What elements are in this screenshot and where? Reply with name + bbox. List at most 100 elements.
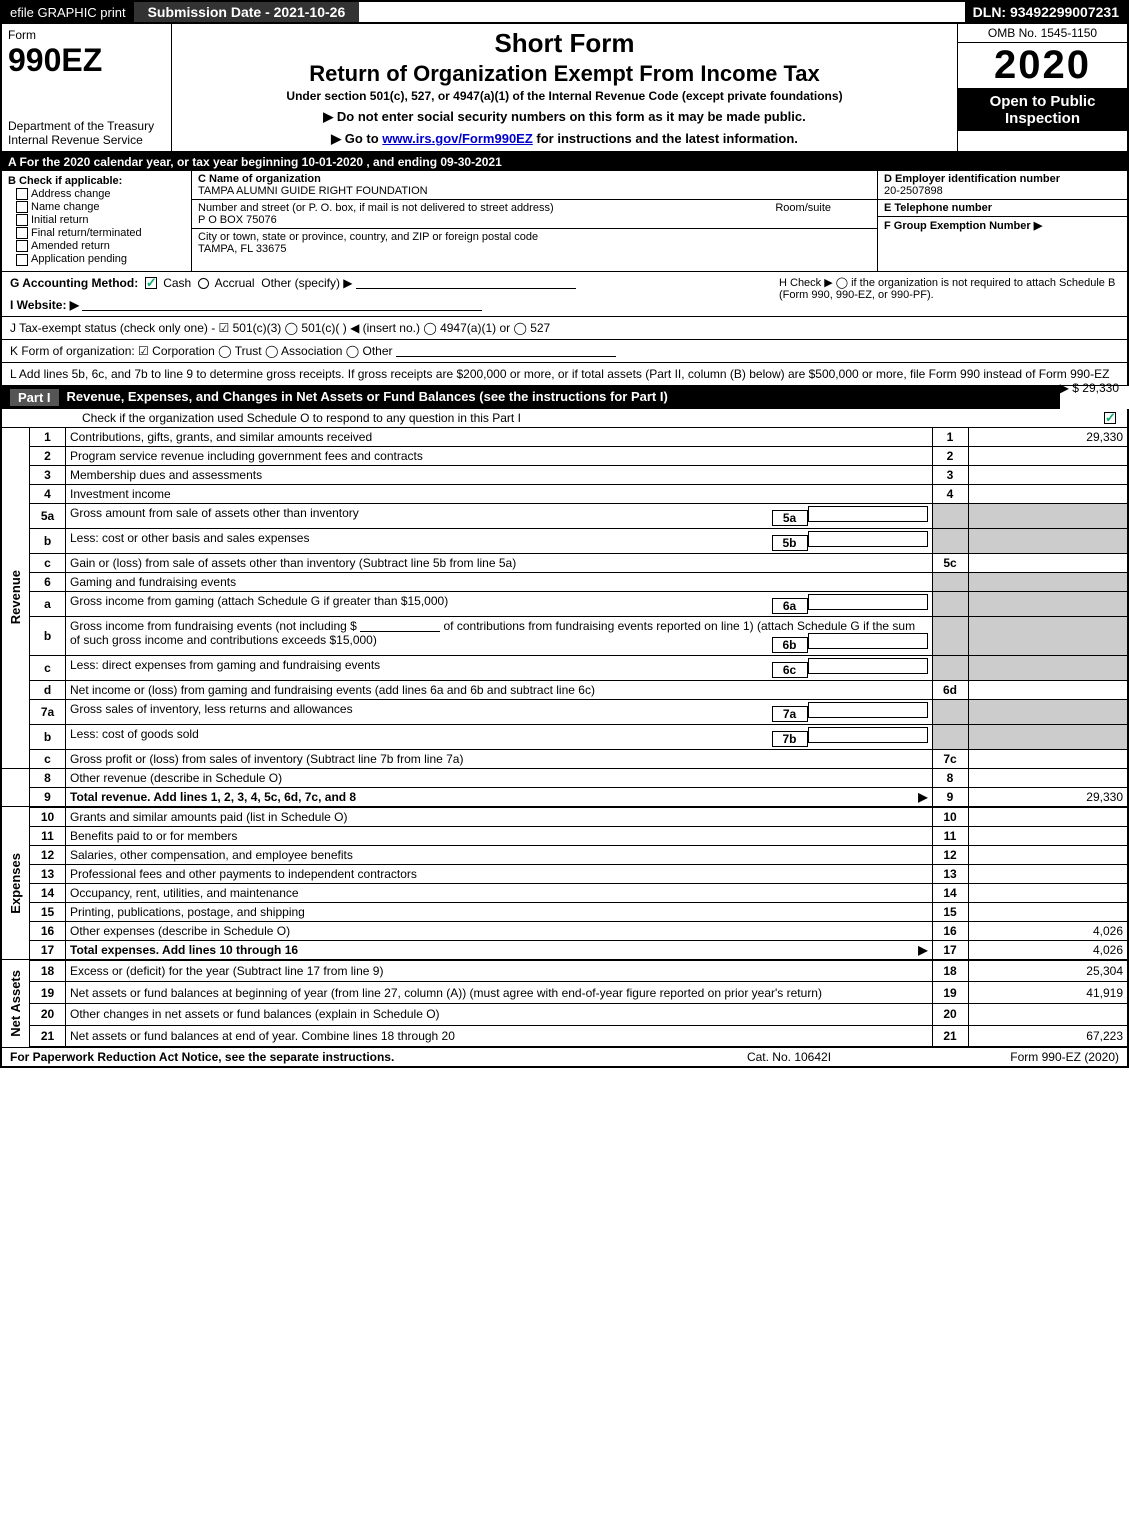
subline-value[interactable] <box>808 702 928 718</box>
subline-value[interactable] <box>808 506 928 522</box>
omb-number: OMB No. 1545-1150 <box>958 24 1127 43</box>
line-value <box>968 883 1128 902</box>
header-left: Form 990EZ Department of the Treasury In… <box>2 24 172 151</box>
line-num: 17 <box>30 940 66 960</box>
grey-cell <box>968 724 1128 749</box>
dept-treasury: Department of the Treasury <box>8 119 165 133</box>
line-num: c <box>30 553 66 572</box>
b-opt-text: Final return/terminated <box>31 227 142 239</box>
top-bar: efile GRAPHIC print Submission Date - 20… <box>0 0 1129 24</box>
b-opt-text: Amended return <box>31 240 110 252</box>
note-link-post: for instructions and the latest informat… <box>533 131 798 146</box>
line-desc: Printing, publications, postage, and shi… <box>66 902 933 921</box>
line-num: b <box>30 528 66 553</box>
line-num: 2 <box>30 446 66 465</box>
j-tax-exempt: J Tax-exempt status (check only one) - ☑… <box>0 317 1129 340</box>
checkbox-icon[interactable] <box>145 277 157 289</box>
h-schedule-b: H Check ▶ ◯ if the organization is not r… <box>779 276 1119 312</box>
header-mid: Short Form Return of Organization Exempt… <box>172 24 957 151</box>
subline-value[interactable] <box>808 658 928 674</box>
c-name-label: C Name of organization <box>198 173 871 185</box>
open-to-public: Open to Public Inspection <box>958 89 1127 131</box>
arrow-icon: ▶ <box>918 943 927 957</box>
org-name: TAMPA ALUMNI GUIDE RIGHT FOUNDATION <box>198 185 871 197</box>
line-num: 14 <box>30 883 66 902</box>
k-text: K Form of organization: ☑ Corporation ◯ … <box>10 344 393 358</box>
line-desc-text: Less: cost of goods sold <box>70 727 199 741</box>
title-short-form: Short Form <box>494 28 634 59</box>
line-ref: 21 <box>932 1025 968 1047</box>
k-other-blank[interactable] <box>396 345 616 357</box>
subline-value[interactable] <box>808 531 928 547</box>
amount-blank[interactable] <box>360 620 440 632</box>
line-num: 19 <box>30 982 66 1004</box>
header-right: OMB No. 1545-1150 2020 Open to Public In… <box>957 24 1127 151</box>
line-desc: Other changes in net assets or fund bala… <box>66 1003 933 1025</box>
part-i-label: Part I <box>10 389 59 406</box>
b-opt-initial[interactable]: Initial return <box>16 214 185 226</box>
section-b: B Check if applicable: Address change Na… <box>2 171 192 271</box>
subline-value[interactable] <box>808 594 928 610</box>
grey-cell <box>968 616 1128 655</box>
b-label: B Check if applicable: <box>8 175 185 187</box>
line-num: 12 <box>30 845 66 864</box>
line-desc: Total revenue. Add lines 1, 2, 3, 4, 5c,… <box>66 787 933 807</box>
org-address: P O BOX 75076 <box>198 214 871 226</box>
b-opt-amended[interactable]: Amended return <box>16 240 185 252</box>
line-ref: 20 <box>932 1003 968 1025</box>
line-desc: Contributions, gifts, grants, and simila… <box>66 428 933 447</box>
footer-paperwork: For Paperwork Reduction Act Notice, see … <box>10 1050 659 1064</box>
line-desc-text: Total expenses. Add lines 10 through 16 <box>70 943 298 957</box>
line-value: 67,223 <box>968 1025 1128 1047</box>
note-link: ▶ Go to www.irs.gov/Form990EZ for instru… <box>331 131 798 147</box>
radio-icon[interactable] <box>198 278 209 289</box>
line-desc: Other expenses (describe in Schedule O) <box>66 921 933 940</box>
line-ref: 17 <box>932 940 968 960</box>
dln: DLN: 93492299007231 <box>965 2 1127 22</box>
line-ref: 12 <box>932 845 968 864</box>
line-ref: 2 <box>932 446 968 465</box>
g-other-blank[interactable] <box>356 277 576 289</box>
b-opt-final[interactable]: Final return/terminated <box>16 227 185 239</box>
line-value: 4,026 <box>968 921 1128 940</box>
grey-cell <box>968 655 1128 680</box>
checkbox-icon[interactable] <box>1104 412 1116 424</box>
subline-value[interactable] <box>808 633 928 649</box>
line-desc: Membership dues and assessments <box>66 465 933 484</box>
g-accounting: G Accounting Method: Cash Accrual Other … <box>10 276 779 290</box>
line-ref: 19 <box>932 982 968 1004</box>
line-ref: 3 <box>932 465 968 484</box>
b-opt-text: Initial return <box>31 214 88 226</box>
line-num: 20 <box>30 1003 66 1025</box>
line-value <box>968 826 1128 845</box>
checkbox-icon <box>16 201 28 213</box>
line-value: 25,304 <box>968 960 1128 982</box>
g-accrual: Accrual <box>215 276 255 290</box>
inspect-line1: Open to Public <box>960 93 1125 110</box>
line-value <box>968 465 1128 484</box>
k-form-of-org: K Form of organization: ☑ Corporation ◯ … <box>0 340 1129 363</box>
website-blank[interactable] <box>82 299 482 311</box>
line-num: b <box>30 616 66 655</box>
line-num: 11 <box>30 826 66 845</box>
subline-ref: 5b <box>772 535 808 551</box>
line-desc: Net income or (loss) from gaming and fun… <box>66 680 933 699</box>
part-i-title: Revenue, Expenses, and Changes in Net As… <box>67 389 668 406</box>
line-desc: Gross sales of inventory, less returns a… <box>66 699 933 724</box>
line-value <box>968 1003 1128 1025</box>
subline-value[interactable] <box>808 727 928 743</box>
g-other: Other (specify) ▶ <box>261 276 352 290</box>
part-i-sub: Check if the organization used Schedule … <box>0 409 1129 428</box>
c-addr-label: Number and street (or P. O. box, if mail… <box>198 202 554 214</box>
efile-label: efile GRAPHIC print <box>10 5 126 20</box>
expenses-label: Expenses <box>6 845 25 922</box>
line-desc: Professional fees and other payments to … <box>66 864 933 883</box>
irs-link[interactable]: www.irs.gov/Form990EZ <box>382 131 533 146</box>
b-opt-name[interactable]: Name change <box>16 201 185 213</box>
b-opt-pending[interactable]: Application pending <box>16 253 185 265</box>
b-opt-address[interactable]: Address change <box>16 188 185 200</box>
f-group-label: F Group Exemption Number ▶ <box>884 219 1121 232</box>
line-num: 21 <box>30 1025 66 1047</box>
line-desc-text: Gross income from fundraising events (no… <box>70 619 357 633</box>
efile-graphic-print[interactable]: efile GRAPHIC print <box>2 2 134 22</box>
